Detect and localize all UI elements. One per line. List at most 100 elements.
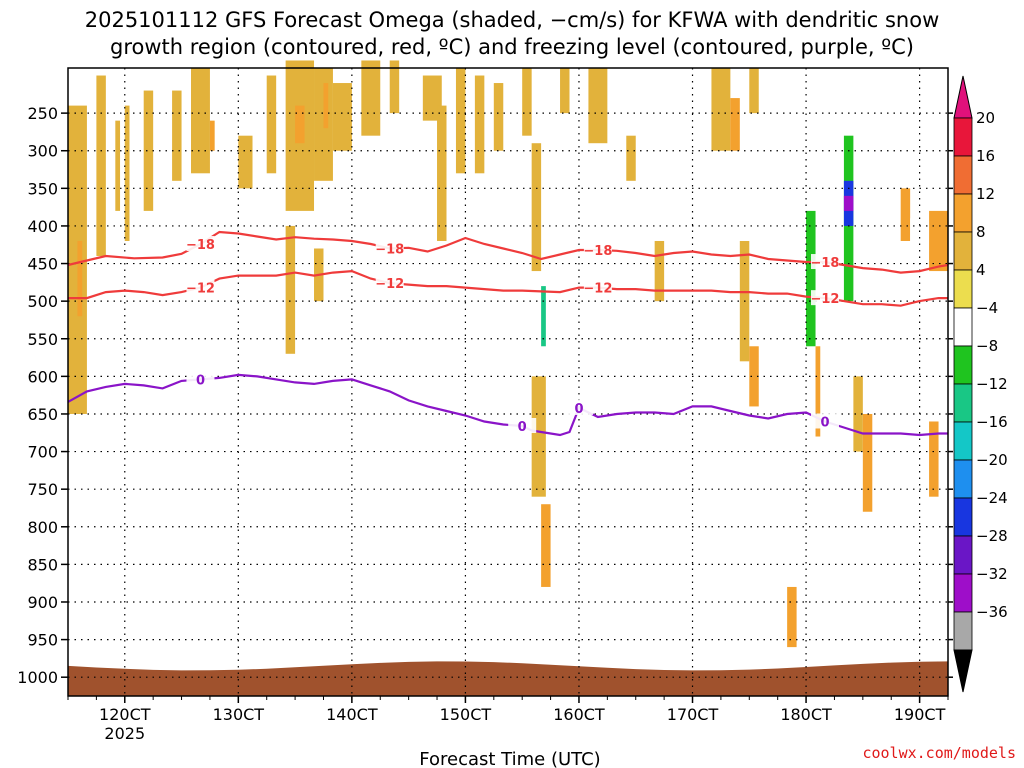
colorbar-bottom-triangle — [953, 649, 973, 693]
omega-cell — [843, 195, 854, 211]
colorbar-segment — [953, 231, 973, 271]
y-tick-label: 800 — [27, 518, 58, 537]
y-tick-label: 300 — [27, 142, 58, 161]
colorbar-label: −28 — [976, 527, 1008, 545]
omega-cell — [891, 75, 901, 99]
colorbar-segment — [953, 535, 973, 575]
omega-cell — [749, 68, 759, 114]
x-tick-label: 140CT — [326, 705, 378, 724]
omega-cell — [332, 83, 352, 151]
colorbar-segment — [953, 269, 973, 309]
omega-cell — [285, 225, 296, 354]
colorbar-label: −24 — [976, 489, 1008, 507]
terrain-surface — [68, 661, 948, 696]
omega-cell — [730, 98, 740, 151]
colorbar-label: −36 — [976, 603, 1008, 621]
omega-cell — [929, 316, 948, 407]
contour-label: 0 — [820, 415, 829, 430]
omega-cell — [323, 83, 329, 129]
y-tick-label: 950 — [27, 631, 58, 650]
omega-cell — [806, 210, 816, 347]
omega-cell — [824, 75, 844, 241]
plot-border — [67, 67, 949, 697]
omega-cell — [541, 286, 546, 347]
colorbar-segment — [953, 421, 973, 461]
omega-cell — [474, 75, 485, 174]
omega-cell — [77, 240, 83, 317]
omega-cell — [418, 83, 423, 136]
title-line-1: 2025101112 GFS Forecast Omega (shaded, −… — [85, 8, 940, 32]
terrain-fill — [68, 661, 948, 696]
omega-cell — [143, 90, 154, 211]
credit-text[interactable]: coolwx.com/models — [862, 744, 1016, 762]
omega-cell — [768, 406, 778, 497]
contour-label-bg — [186, 235, 215, 251]
contour-label: 0 — [196, 373, 205, 388]
omega-cell — [437, 105, 447, 241]
contour-label: −12 — [583, 282, 612, 297]
omega-cell — [295, 105, 305, 144]
omega-cell — [910, 218, 920, 272]
contour-label-bg — [583, 279, 612, 295]
colorbar-segment — [953, 307, 973, 347]
plot-area — [68, 68, 948, 696]
x-tick-label: 150CT — [440, 705, 492, 724]
contour-label: −12 — [375, 277, 404, 292]
x-tick-label: 130CT — [213, 705, 265, 724]
colorbar-label: −8 — [976, 337, 998, 355]
y-tick-label: 450 — [27, 255, 58, 274]
omega-cell — [900, 188, 911, 241]
y-tick-label: 700 — [27, 443, 58, 462]
y-tick-label: 600 — [27, 367, 58, 386]
omega-cell — [749, 346, 759, 407]
omega-cell — [768, 564, 778, 625]
colorbar-label: −12 — [976, 375, 1008, 393]
y-tick-label: 550 — [27, 330, 58, 349]
omega-cell — [853, 376, 863, 452]
omega-cell — [654, 240, 665, 302]
omega-cell — [455, 68, 466, 174]
omega-cell — [938, 75, 948, 136]
contour-label-bg — [583, 242, 612, 258]
omega-cell — [124, 105, 130, 241]
omega-cell — [929, 421, 939, 497]
contour-label: −18 — [810, 256, 839, 271]
y-tick-label: 350 — [27, 179, 58, 198]
omega-cell — [862, 413, 873, 512]
temperature-contours: −18 −18 −18 −18 −12 −12 −12 −12 0 0 0 0 — [67, 230, 949, 437]
y-tick-label: 850 — [27, 555, 58, 574]
contour-label: −18 — [375, 243, 404, 258]
colorbar: 20 16 12 8 4 −4 −8 −12 −16 −20 −24 −28 −32 −36 — [953, 75, 1008, 693]
omega-cell — [815, 346, 821, 437]
y-tick-label: 900 — [27, 593, 58, 612]
colorbar-label: −32 — [976, 565, 1008, 583]
colorbar-segment — [953, 497, 973, 537]
omega-cell — [626, 135, 636, 181]
contour-label: 0 — [518, 420, 527, 435]
colorbar-label: −20 — [976, 451, 1008, 469]
colorbar-segment — [953, 383, 973, 423]
contour-label-bg — [186, 371, 215, 387]
y-tick-label: 1000 — [17, 668, 58, 687]
omega-cell — [191, 68, 210, 174]
contour-label-bg — [186, 279, 215, 295]
omega-cell — [209, 120, 215, 151]
colorbar-label: −4 — [976, 299, 998, 317]
omega-cell — [238, 135, 253, 189]
colorbar-label: −16 — [976, 413, 1008, 431]
omega-cell — [408, 68, 414, 106]
contour-label: −12 — [186, 282, 215, 297]
omega-cell — [522, 68, 532, 136]
x-tick-label: 170CT — [667, 705, 719, 724]
omega-cell — [872, 98, 892, 211]
omega-cell — [929, 210, 948, 272]
y-tick-label: 650 — [27, 405, 58, 424]
x-tick-sublabel: 2025 — [104, 724, 145, 743]
x-tick-label: 160CT — [553, 705, 605, 724]
contour-label-bg — [810, 290, 839, 306]
contour-label-bg — [810, 413, 839, 429]
colorbar-label: 4 — [976, 261, 986, 279]
y-tick-label: 250 — [27, 104, 58, 123]
omega-cell — [560, 68, 570, 114]
